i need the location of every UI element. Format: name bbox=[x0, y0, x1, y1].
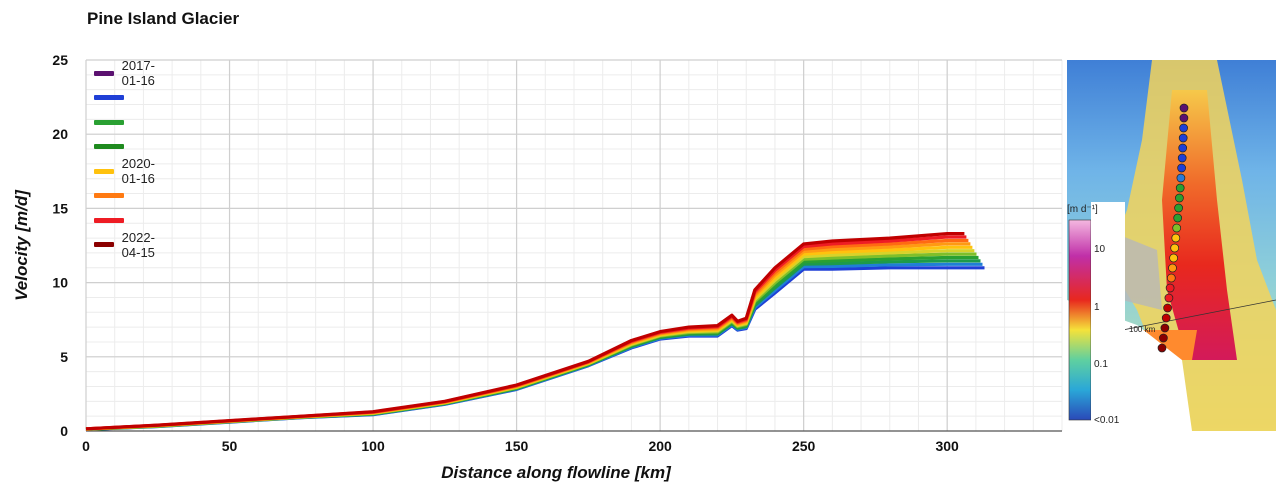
legend-item: 2020-01-16 bbox=[94, 156, 165, 186]
flowline-point bbox=[1178, 133, 1188, 143]
legend-swatch bbox=[94, 144, 124, 149]
flowline-point bbox=[1179, 113, 1189, 123]
x-tick-label: 200 bbox=[648, 438, 672, 454]
x-tick-label: 250 bbox=[792, 438, 816, 454]
series-line bbox=[85, 262, 983, 431]
colorbar-tick-10: 10 bbox=[1094, 244, 1106, 255]
series-line bbox=[85, 266, 985, 432]
x-tick-label: 0 bbox=[82, 438, 90, 454]
flowline-point bbox=[1160, 323, 1170, 333]
legend-item bbox=[94, 91, 132, 105]
legend-swatch bbox=[94, 70, 114, 76]
x-tick-label: 150 bbox=[505, 438, 529, 454]
y-tick-label: 25 bbox=[52, 52, 68, 68]
flowline-point bbox=[1177, 153, 1187, 163]
colorbar bbox=[1068, 219, 1092, 421]
legend-swatch bbox=[94, 95, 124, 100]
y-axis-label: Velocity [m/d] bbox=[12, 189, 31, 301]
map-flowline-label: 100 km bbox=[1129, 325, 1156, 334]
flowline-point bbox=[1170, 243, 1180, 253]
y-tick-label: 10 bbox=[52, 275, 68, 291]
colorbar-tick-1: 1 bbox=[1094, 302, 1100, 313]
flowline-point bbox=[1179, 103, 1189, 113]
legend-label: 2022-04-15 bbox=[121, 229, 155, 260]
colorbar-tick-0.1: 0.1 bbox=[1094, 359, 1108, 370]
legend-swatch bbox=[94, 217, 124, 223]
legend-item bbox=[94, 115, 132, 129]
flowline-points bbox=[1157, 103, 1189, 353]
legend-swatch bbox=[94, 119, 124, 125]
flowline-point bbox=[1164, 293, 1174, 303]
flowline-point bbox=[1159, 333, 1168, 343]
flowline-point bbox=[1168, 263, 1177, 273]
series-line bbox=[85, 245, 973, 431]
x-axis-label: Distance along flowline [km] bbox=[441, 463, 672, 482]
legend-item bbox=[94, 140, 132, 154]
flowline-point bbox=[1174, 203, 1183, 213]
legend-label: 2020-01-16 bbox=[121, 156, 155, 186]
flowline-point bbox=[1165, 283, 1175, 293]
flowline-point bbox=[1178, 143, 1188, 153]
flowline-point bbox=[1163, 303, 1172, 313]
flowline-point bbox=[1172, 223, 1182, 233]
y-tick-label: 20 bbox=[52, 126, 68, 142]
page-title: Pine Island Glacier bbox=[87, 9, 240, 28]
x-tick-label: 50 bbox=[222, 438, 238, 454]
colorbar-label-bg bbox=[1091, 202, 1125, 422]
velocity-chart: 0 50 100 150 200 250 300 0 5 10 15 20 25 Distance alo… bbox=[12, 52, 1063, 482]
series-line bbox=[85, 259, 981, 431]
flowline-point bbox=[1175, 183, 1185, 193]
y-tick-label: 15 bbox=[52, 200, 68, 216]
legend-label: 2017-01-16 bbox=[121, 58, 155, 88]
flowline-point bbox=[1173, 213, 1183, 223]
x-tick-label: 100 bbox=[361, 438, 385, 454]
flowline-point bbox=[1161, 313, 1171, 323]
series-line bbox=[85, 255, 979, 431]
legend-swatch bbox=[94, 193, 124, 198]
legend-swatch bbox=[94, 242, 114, 247]
flowline-point bbox=[1157, 343, 1167, 353]
colorbar-tick-min: <0.01 bbox=[1094, 415, 1120, 426]
flowline-point bbox=[1171, 233, 1181, 243]
flowline-point bbox=[1169, 253, 1178, 263]
legend-item bbox=[94, 213, 132, 227]
series-line bbox=[85, 232, 965, 431]
legend-swatch bbox=[94, 168, 114, 174]
y-tick-label: 5 bbox=[60, 349, 68, 365]
colorbar-unit: [m d⁻¹] bbox=[1067, 204, 1098, 215]
flowline-point bbox=[1179, 123, 1188, 133]
legend-item bbox=[94, 189, 132, 203]
glacier-velocity-map: 100 km [m d⁻¹] 10 1 0.1 <0.01 bbox=[1067, 60, 1276, 431]
series-line bbox=[85, 249, 975, 431]
legend-item: 2017-01-16 bbox=[94, 58, 165, 88]
y-tick-label: 0 bbox=[60, 423, 68, 439]
flowline-point bbox=[1177, 163, 1186, 173]
legend-item: 2022-04-15 bbox=[94, 230, 165, 260]
flowline-point bbox=[1166, 273, 1176, 283]
map-flowline-reference bbox=[1096, 299, 1276, 336]
flowline-point bbox=[1176, 173, 1186, 183]
x-tick-label: 300 bbox=[935, 438, 959, 454]
flowline-point bbox=[1175, 193, 1184, 203]
